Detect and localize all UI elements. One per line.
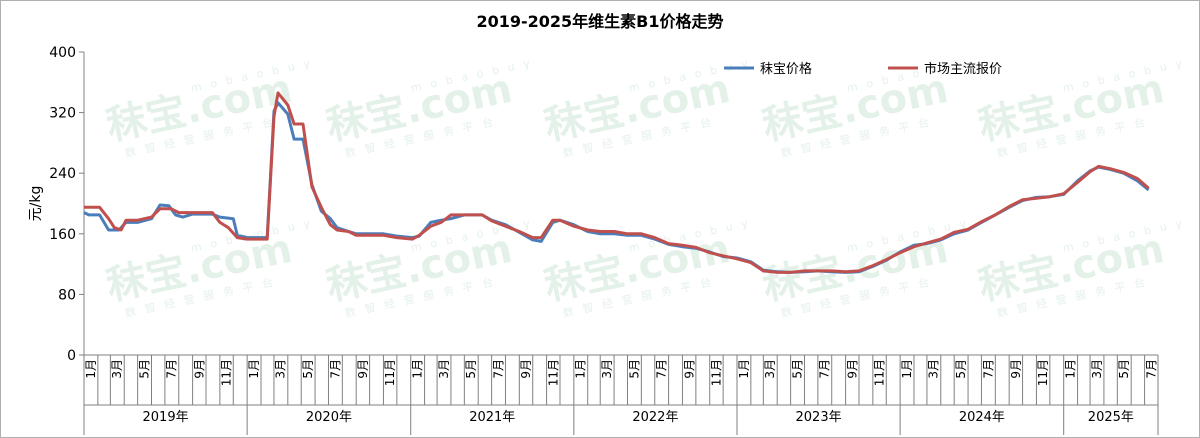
- x-month-label: 7月: [165, 359, 179, 379]
- x-month-label: 9月: [682, 359, 696, 379]
- x-month-label: 9月: [1009, 359, 1023, 379]
- x-month-label: 7月: [328, 359, 342, 379]
- x-month-label: 5月: [627, 359, 641, 379]
- x-month-label: 1月: [411, 359, 425, 379]
- x-month-label: 1月: [1063, 359, 1077, 379]
- y-tick-label: 240: [49, 166, 76, 182]
- x-month-label: 11月: [383, 359, 397, 386]
- x-month-label: 5月: [137, 359, 151, 379]
- x-month-label: 7月: [491, 359, 505, 379]
- legend-label-2: 市场主流报价: [924, 61, 1002, 77]
- x-month-label: 3月: [1090, 359, 1104, 379]
- x-month-label: 7月: [655, 359, 669, 379]
- series-line-2: [84, 91, 1150, 274]
- x-month-label: 7月: [818, 359, 832, 379]
- x-month-label: 9月: [356, 359, 370, 379]
- x-month-label: 3月: [110, 359, 124, 379]
- chart-title: 2019-2025年维生素B1价格走势: [476, 12, 724, 31]
- x-month-label: 5月: [1117, 359, 1131, 379]
- x-month-label: 9月: [845, 359, 859, 379]
- y-tick-label: 160: [49, 227, 76, 243]
- x-month-label: 5月: [301, 359, 315, 379]
- x-month-label: 1月: [737, 359, 751, 379]
- y-axis-title: 元/kg: [28, 186, 44, 222]
- x-year-label: 2019年: [143, 410, 189, 425]
- y-tick-label: 0: [67, 348, 76, 364]
- x-year-label: 2020年: [306, 410, 352, 425]
- x-month-label: 5月: [464, 359, 478, 379]
- x-month-label: 11月: [220, 359, 234, 386]
- x-month-label: 11月: [873, 359, 887, 386]
- x-month-label: 9月: [519, 359, 533, 379]
- x-month-label: 3月: [274, 359, 288, 379]
- x-month-label: 7月: [1144, 359, 1158, 379]
- y-tick-label: 80: [58, 287, 76, 303]
- x-month-label: 1月: [247, 359, 261, 379]
- y-tick-label: 400: [49, 45, 76, 61]
- x-month-label: 11月: [1036, 359, 1050, 386]
- x-month-label: 3月: [927, 359, 941, 379]
- x-month-label: 1月: [574, 359, 588, 379]
- x-month-label: 3月: [437, 359, 451, 379]
- x-year-label: 2022年: [632, 410, 678, 425]
- y-tick-label: 320: [49, 106, 76, 122]
- x-year-label: 2023年: [796, 410, 842, 425]
- x-month-label: 11月: [710, 359, 724, 386]
- x-month-label: 9月: [192, 359, 206, 379]
- x-year-label: 2021年: [469, 410, 515, 425]
- x-month-label: 7月: [981, 359, 995, 379]
- x-year-label: 2024年: [959, 410, 1005, 425]
- x-month-label: 1月: [900, 359, 914, 379]
- x-year-label: 2025年: [1088, 410, 1134, 425]
- x-month-label: 11月: [546, 359, 560, 386]
- x-month-label: 5月: [790, 359, 804, 379]
- x-month-label: 3月: [763, 359, 777, 379]
- x-month-label: 1月: [84, 359, 98, 379]
- x-month-label: 3月: [600, 359, 614, 379]
- x-month-label: 5月: [954, 359, 968, 379]
- legend-label-1: 秣宝价格: [760, 61, 812, 77]
